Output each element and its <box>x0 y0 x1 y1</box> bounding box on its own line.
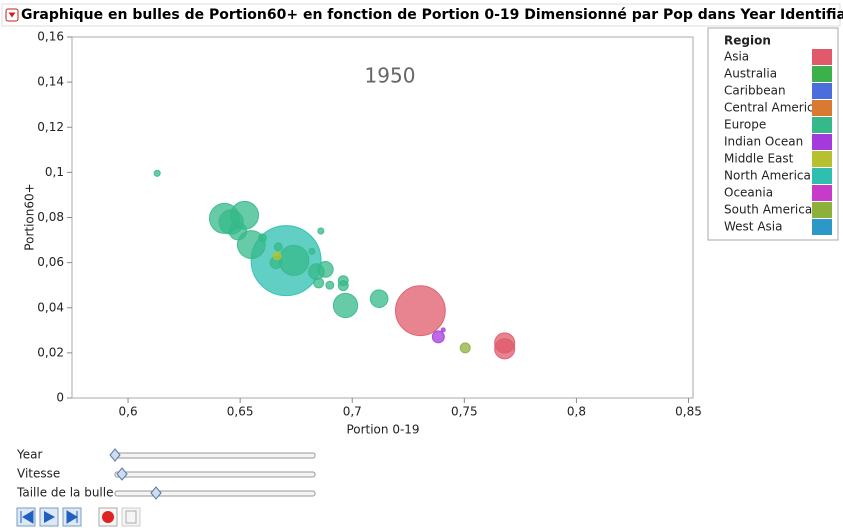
bubble <box>272 251 282 261</box>
year-annotation: 1950 <box>365 64 416 88</box>
bubble <box>325 280 335 290</box>
legend-swatch <box>812 66 832 82</box>
slider-handle[interactable] <box>109 448 121 462</box>
bubble <box>228 221 248 241</box>
legend-label: South America <box>724 203 812 217</box>
bubble <box>394 285 446 337</box>
y-tick-label: 0,06 <box>37 255 64 269</box>
legend-swatch <box>812 134 832 150</box>
bubble <box>273 242 283 252</box>
plot-frame <box>71 36 694 399</box>
y-axis-label: Portion60+ <box>23 183 37 250</box>
y-tick-label: 0 <box>56 391 64 405</box>
y-tick-label: 0,16 <box>37 30 64 44</box>
header <box>1 3 841 27</box>
y-tick-label: 0,1 <box>45 165 64 179</box>
slider-handle[interactable] <box>116 467 128 481</box>
x-axis-label: Portion 0-19 <box>346 423 419 437</box>
x-tick-label: 0,85 <box>675 405 702 419</box>
bubble <box>459 342 471 354</box>
legend-swatch <box>812 83 832 99</box>
bubble <box>332 292 359 319</box>
slider-track <box>114 452 316 459</box>
legend-swatch <box>812 202 832 218</box>
legend-label: Asia <box>724 50 749 64</box>
legend-swatch <box>812 49 832 65</box>
x-tick-label: 0,65 <box>227 405 254 419</box>
chart-title: Graphique en bulles de Portion60+ en fon… <box>21 7 843 23</box>
bubble <box>307 263 325 281</box>
y-tick-label: 0,12 <box>37 120 64 134</box>
slider-track <box>114 490 316 497</box>
bubble <box>440 327 446 333</box>
legend-swatch <box>812 168 832 184</box>
slider-track <box>114 471 316 478</box>
legend-swatch <box>812 100 832 116</box>
sliders: Year Vitesse Taille de la bulle <box>16 448 316 500</box>
y-tick-label: 0,14 <box>37 75 64 89</box>
step-forward-icon <box>66 510 78 524</box>
legend-label: Oceania <box>724 186 773 200</box>
slider-label: Year <box>16 448 42 462</box>
save-icon <box>125 510 137 524</box>
legend-label: Middle East <box>724 152 794 166</box>
bubble <box>369 289 389 309</box>
x-tick-label: 0,75 <box>451 405 478 419</box>
slider-label: Vitesse <box>17 467 60 481</box>
bubble <box>308 247 316 255</box>
record-icon <box>102 511 114 523</box>
bubble <box>258 233 267 243</box>
legend-label: North America <box>724 169 811 183</box>
play-icon <box>44 511 55 523</box>
y-tick-label: 0,02 <box>37 345 64 359</box>
bubble <box>317 227 325 235</box>
legend-title: Region <box>724 34 771 48</box>
bubble <box>337 280 349 292</box>
legend-label: Central America <box>724 101 821 115</box>
bubble <box>431 330 445 344</box>
playback-controls <box>16 507 141 527</box>
step-back-icon <box>20 510 34 524</box>
x-tick-label: 0,7 <box>343 405 362 419</box>
y-tick-label: 0,04 <box>37 300 64 314</box>
slider-label: Taille de la bulle <box>16 486 114 500</box>
bubble <box>153 169 161 177</box>
x-tick-label: 0,8 <box>567 405 586 419</box>
y-tick-label: 0,08 <box>37 210 64 224</box>
legend-label: Europe <box>724 118 766 132</box>
bubble <box>278 244 310 276</box>
legend-swatch <box>812 117 832 133</box>
legend-label: Indian Ocean <box>724 135 803 149</box>
menu-icon <box>8 12 16 18</box>
slider-handle[interactable] <box>150 486 162 500</box>
legend-swatch <box>812 185 832 201</box>
legend-label: West Asia <box>724 220 782 234</box>
legend-label: Caribbean <box>724 84 786 98</box>
legend-swatch <box>812 219 832 235</box>
legend-swatch <box>812 151 832 167</box>
x-tick-label: 0,6 <box>119 405 138 419</box>
bubble <box>313 277 325 289</box>
legend-label: Australia <box>724 67 777 81</box>
bubble <box>494 338 516 360</box>
